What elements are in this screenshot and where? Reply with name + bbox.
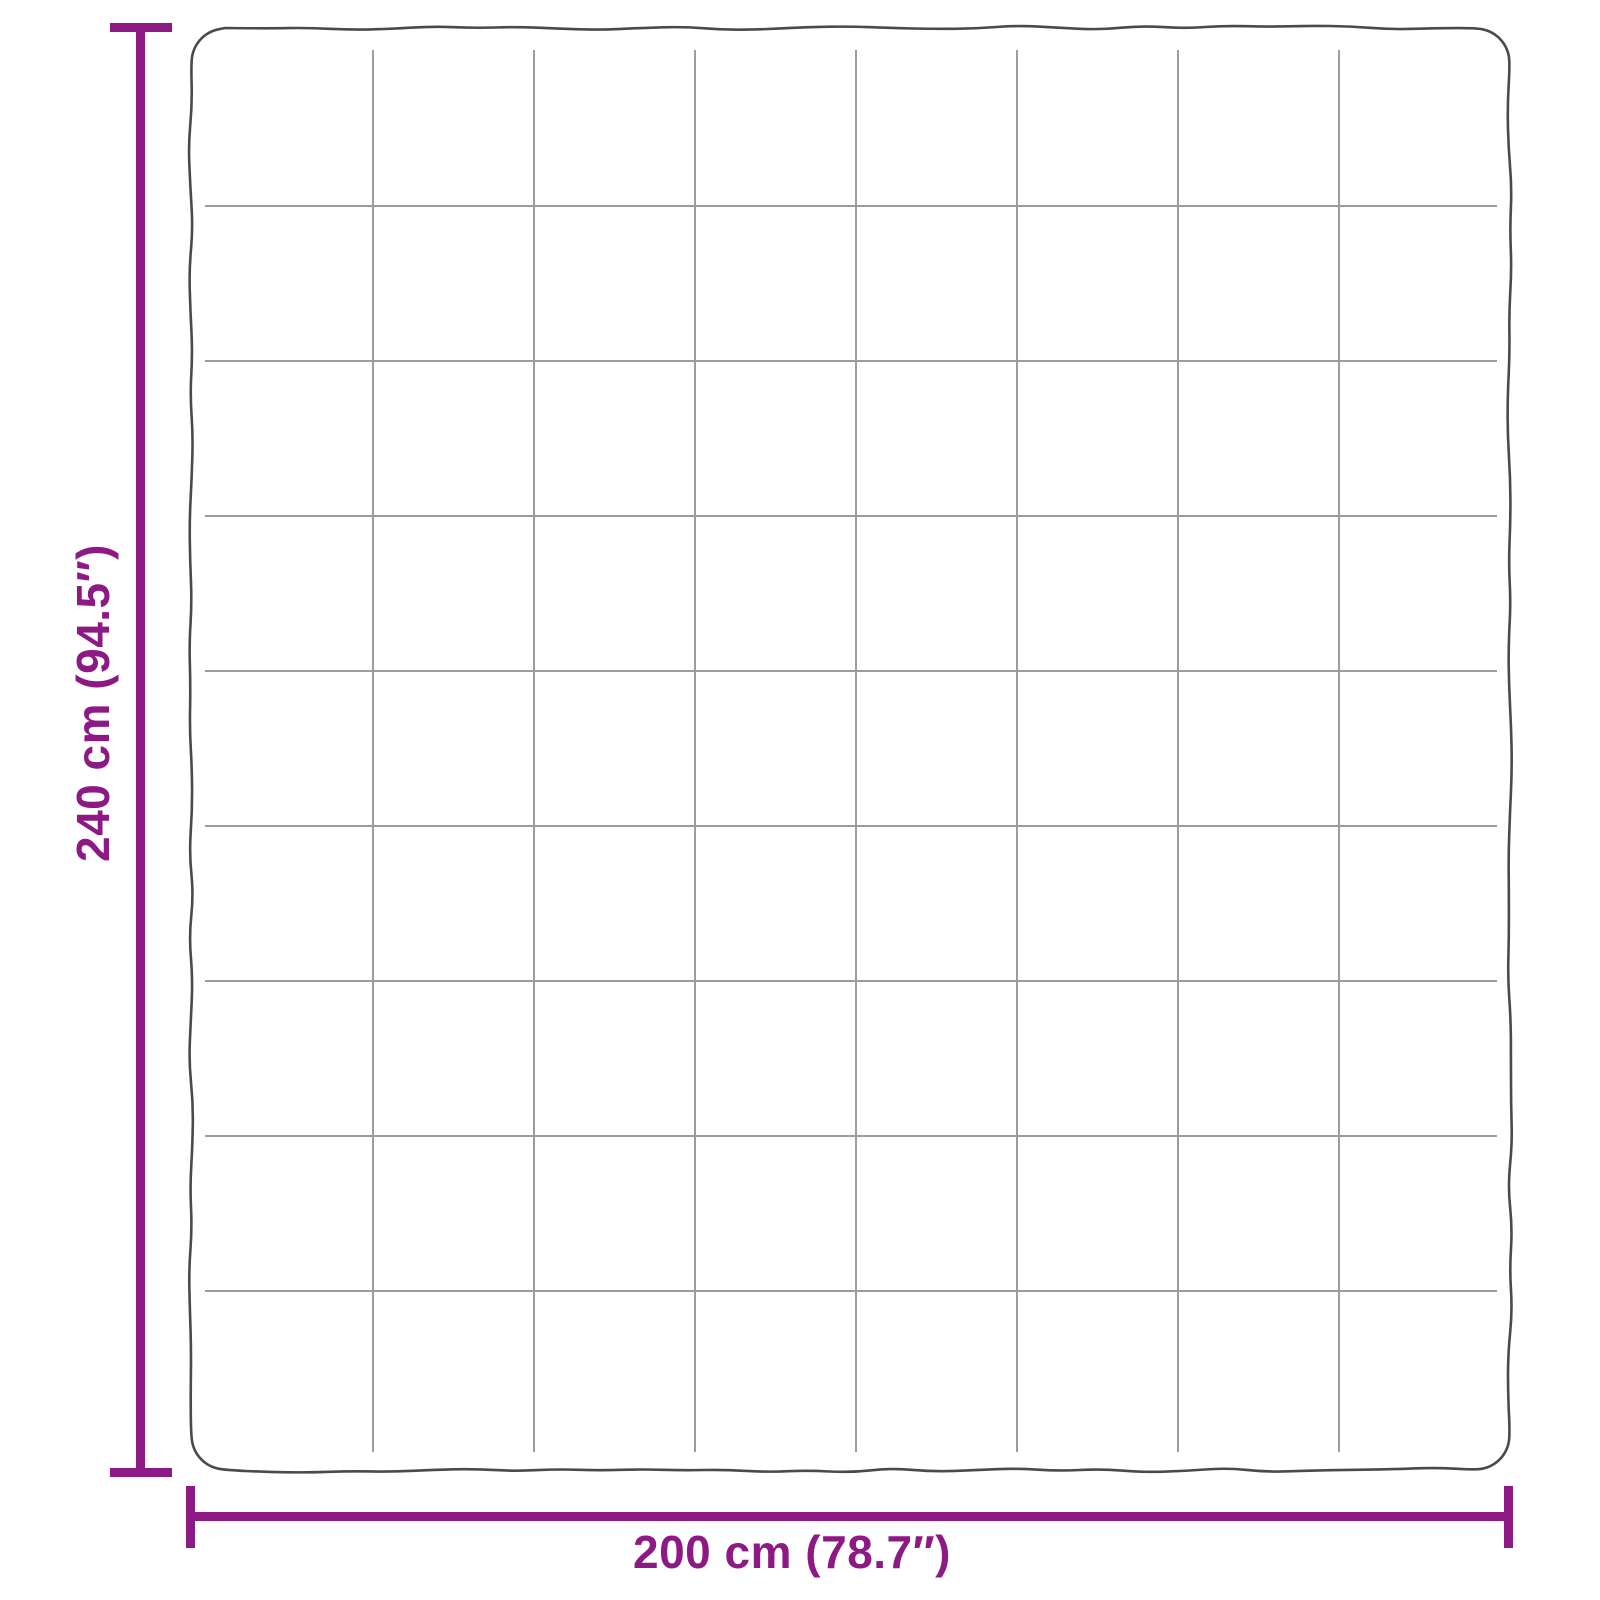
quilt-grid xyxy=(205,50,1497,1452)
width-dimension-line xyxy=(186,1485,1513,1548)
width-dimension-label: 200 cm (78.7″) xyxy=(633,1526,951,1578)
height-dimension-cap-bottom xyxy=(109,1468,172,1477)
blanket-outline xyxy=(187,24,1514,1474)
height-dimension-label: 240 cm (94.5″) xyxy=(67,544,119,862)
width-dimension-cap-right xyxy=(1504,1485,1513,1548)
height-dimension-cap-top xyxy=(109,23,172,32)
width-dimension-cap-left xyxy=(186,1485,195,1548)
height-dimension-line xyxy=(109,23,172,1477)
